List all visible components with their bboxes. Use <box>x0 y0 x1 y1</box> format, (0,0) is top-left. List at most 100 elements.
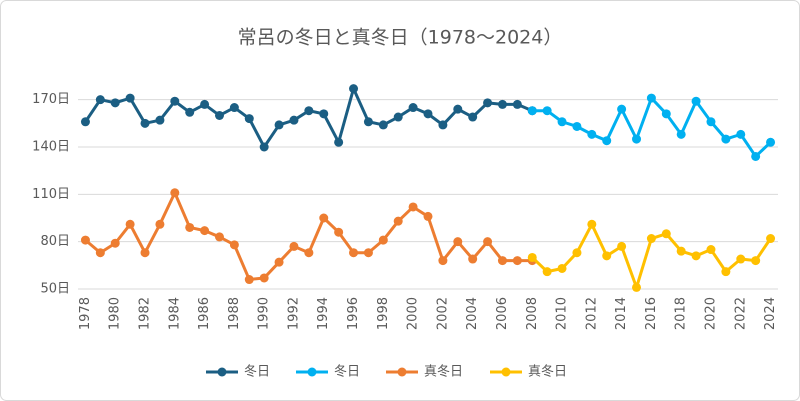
point <box>557 263 567 273</box>
x-tick-label: 1986 <box>197 297 212 330</box>
point <box>393 112 403 122</box>
point <box>363 248 373 258</box>
x-tick-label: 2008 <box>525 297 540 330</box>
point <box>527 252 537 262</box>
legend-marker <box>217 367 227 377</box>
point <box>542 267 552 277</box>
point <box>289 115 299 125</box>
x-tick-label: 2020 <box>703 297 718 330</box>
point <box>259 142 269 152</box>
x-tick-label: 1980 <box>108 297 123 330</box>
x-tick-label: 2022 <box>733 297 748 330</box>
y-tick-label: 170日 <box>32 92 70 107</box>
point <box>691 96 701 106</box>
point <box>185 107 195 117</box>
point <box>140 248 150 258</box>
point <box>646 234 656 244</box>
point <box>423 211 433 221</box>
point <box>125 219 135 229</box>
point <box>497 99 507 109</box>
point <box>438 120 448 130</box>
x-tick-label: 1988 <box>227 297 242 330</box>
point <box>706 117 716 127</box>
legend-label: 冬日 <box>244 364 270 380</box>
point <box>408 103 418 113</box>
point <box>497 256 507 266</box>
point <box>363 117 373 127</box>
point <box>736 254 746 264</box>
point <box>527 106 537 116</box>
x-tick-label: 1982 <box>138 297 153 330</box>
x-tick-label: 1994 <box>316 297 331 330</box>
point <box>95 248 105 258</box>
x-tick-label: 2004 <box>465 297 480 330</box>
point <box>214 110 224 120</box>
point <box>587 219 597 229</box>
point <box>125 93 135 103</box>
point <box>438 256 448 266</box>
point <box>244 114 254 124</box>
point <box>319 213 329 223</box>
point <box>170 188 180 198</box>
point <box>602 251 612 261</box>
x-tick-label: 2006 <box>495 297 510 330</box>
point <box>587 129 597 139</box>
point <box>274 257 284 267</box>
point <box>661 229 671 239</box>
x-tick-label: 1984 <box>167 297 182 330</box>
legend-label: 冬日 <box>334 364 360 380</box>
point <box>512 99 522 109</box>
point <box>453 237 463 247</box>
point <box>721 134 731 144</box>
legend-label: 真冬日 <box>528 364 567 380</box>
point <box>766 137 776 147</box>
legend-marker <box>501 367 511 377</box>
x-tick-label: 2010 <box>555 297 570 330</box>
point <box>676 129 686 139</box>
point <box>542 106 552 116</box>
point <box>468 254 478 264</box>
point <box>721 267 731 277</box>
point <box>736 129 746 139</box>
point <box>557 117 567 127</box>
point <box>200 99 210 109</box>
point <box>646 93 656 103</box>
point <box>319 109 329 119</box>
x-tick-label: 2002 <box>435 297 450 330</box>
point <box>304 106 314 116</box>
point <box>304 248 314 258</box>
point <box>244 275 254 285</box>
point <box>155 115 165 125</box>
point <box>349 84 359 94</box>
point <box>110 98 120 108</box>
point <box>80 235 90 245</box>
point <box>483 98 493 108</box>
y-tick-label: 110日 <box>32 187 70 202</box>
point <box>229 240 239 250</box>
point <box>378 235 388 245</box>
point <box>572 248 582 258</box>
point <box>110 238 120 248</box>
point <box>229 103 239 113</box>
point <box>691 251 701 261</box>
point <box>408 202 418 212</box>
point <box>378 120 388 130</box>
x-tick-label: 2014 <box>614 297 629 330</box>
point <box>200 226 210 236</box>
x-tick-label: 2016 <box>644 297 659 330</box>
point <box>617 104 627 114</box>
legend-marker <box>307 367 317 377</box>
point <box>632 282 642 292</box>
point <box>512 256 522 266</box>
point <box>661 109 671 119</box>
point <box>155 219 165 229</box>
point <box>334 227 344 237</box>
point <box>453 104 463 114</box>
point <box>617 241 627 251</box>
legend-label: 真冬日 <box>424 364 463 380</box>
point <box>766 234 776 244</box>
point <box>706 245 716 255</box>
point <box>602 136 612 146</box>
